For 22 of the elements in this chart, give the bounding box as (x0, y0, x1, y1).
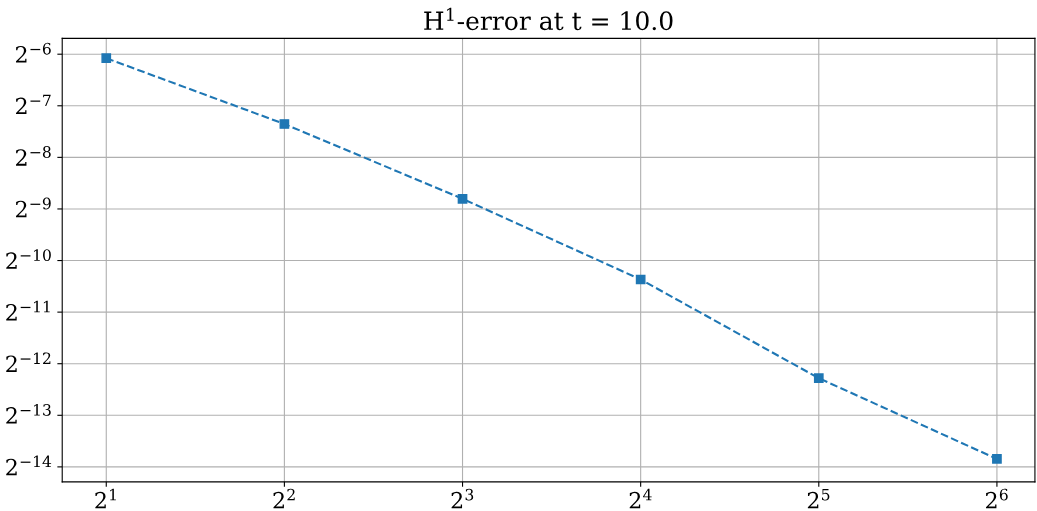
y-tick-label: 2$^{−13}$ (6, 403, 51, 424)
y-tick-label: 2$^{−14}$ (6, 455, 52, 476)
point (279, 119, 290, 129)
y-tick-label: 2$^{−10}$ (6, 249, 51, 269)
y-tick-label: 2$^{−9}$ (16, 197, 51, 218)
x-tick-label: 2$^{5}$ (807, 488, 830, 509)
x-tick-label: 2$^{4}$ (629, 488, 652, 509)
y-tick-label: 2$^{−6}$ (16, 42, 51, 63)
x-tick-label: 2$^{6}$ (985, 488, 1008, 509)
chart-title: H$^{1}$-error at t = 10.0 (424, 7, 673, 31)
point (992, 454, 1002, 464)
x-tick-label: 2$^{3}$ (451, 488, 474, 509)
point (635, 274, 646, 285)
point (813, 373, 824, 384)
y-tick-label: 2$^{−7}$ (16, 94, 51, 115)
y-tick-label: 2$^{−12}$ (6, 352, 51, 372)
x-tick-label: 2$^{1}$ (95, 488, 116, 509)
point (101, 53, 112, 64)
y-tick-label: 2$^{−8}$ (16, 146, 51, 166)
x-tick-label: 2$^{2}$ (273, 488, 295, 509)
y-tick-label: 2$^{−11}$ (6, 300, 50, 321)
point (457, 193, 468, 204)
